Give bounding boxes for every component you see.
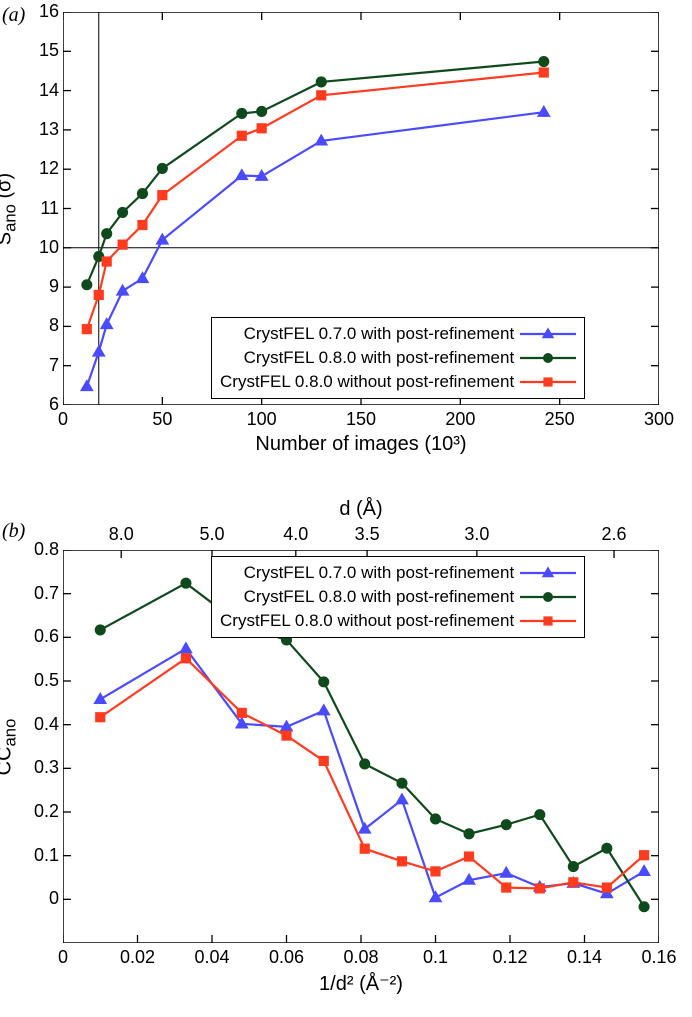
- x-tick-label: 250: [545, 409, 575, 430]
- xb-tick-label: 0.12: [488, 947, 532, 968]
- legend-label: CrystFEL 0.8.0 without post-refinement: [220, 372, 514, 392]
- y-tick-label: 13: [31, 119, 59, 140]
- legend-swatch: [520, 589, 576, 605]
- y-tick-label: 0.1: [23, 845, 59, 866]
- xb-tick-label: 0.02: [116, 947, 160, 968]
- x-tick-label: 150: [346, 409, 376, 430]
- xt-tick-label: 3.0: [459, 524, 495, 545]
- y-tick-label: 8: [31, 315, 59, 336]
- panel-b-ylabel: CCano: [0, 647, 21, 847]
- xt-tick-label: 4.0: [278, 524, 314, 545]
- legend-swatch: [520, 565, 576, 581]
- y-tick-label: 0: [23, 888, 59, 909]
- legend-row: CrystFEL 0.7.0 with post-refinement: [220, 561, 576, 585]
- panel-b-label: (b): [2, 520, 25, 543]
- xt-tick-label: 2.6: [596, 524, 632, 545]
- legend-swatch: [520, 350, 576, 366]
- y-tick-label: 6: [31, 394, 59, 415]
- legend-swatch: [520, 613, 576, 629]
- panel-b-bottom-xlabel: 1/d² (Å⁻²): [63, 971, 659, 996]
- x-tick-label: 200: [445, 409, 475, 430]
- legend-row: CrystFEL 0.8.0 without post-refinement: [220, 370, 576, 394]
- xb-tick-label: 0: [41, 947, 85, 968]
- y-tick-label: 0.8: [23, 539, 59, 560]
- panel-b-top-xlabel: d (Å): [63, 498, 659, 521]
- y-tick-label: 10: [31, 237, 59, 258]
- xt-tick-label: 3.5: [349, 524, 385, 545]
- y-tick-label: 12: [31, 158, 59, 179]
- y-tick-label: 0.3: [23, 757, 59, 778]
- x-tick-label: 300: [644, 409, 674, 430]
- y-tick-label: 0.2: [23, 801, 59, 822]
- legend-label: CrystFEL 0.7.0 with post-refinement: [244, 324, 515, 344]
- xb-tick-label: 0.14: [563, 947, 607, 968]
- legend-row: CrystFEL 0.7.0 with post-refinement: [220, 322, 576, 346]
- legend-label: CrystFEL 0.8.0 without post-refinement: [220, 611, 514, 631]
- panel-a-label: (a): [2, 4, 25, 27]
- y-tick-label: 16: [31, 1, 59, 22]
- y-tick-label: 0.6: [23, 626, 59, 647]
- x-tick-label: 100: [247, 409, 277, 430]
- xb-tick-label: 0.16: [637, 947, 681, 968]
- panel-a-ylabel: Sano (σ): [0, 109, 21, 309]
- legend-row: CrystFEL 0.8.0 with post-refinement: [220, 346, 576, 370]
- legend-swatch: [520, 326, 576, 342]
- xt-tick-label: 8.0: [103, 524, 139, 545]
- y-tick-label: 0.7: [23, 583, 59, 604]
- panel-a-xlabel: Number of images (10³): [63, 433, 659, 456]
- x-tick-label: 50: [147, 409, 177, 430]
- legend-row: CrystFEL 0.8.0 without post-refinement: [220, 609, 576, 633]
- legend-label: CrystFEL 0.8.0 with post-refinement: [244, 348, 515, 368]
- legend-row: CrystFEL 0.8.0 with post-refinement: [220, 585, 576, 609]
- xb-tick-label: 0.08: [339, 947, 383, 968]
- y-tick-label: 0.4: [23, 714, 59, 735]
- legend-label: CrystFEL 0.7.0 with post-refinement: [244, 563, 515, 583]
- xt-tick-label: 5.0: [194, 524, 230, 545]
- legend-label: CrystFEL 0.8.0 with post-refinement: [244, 587, 515, 607]
- legend-swatch: [520, 374, 576, 390]
- xb-tick-label: 0.06: [265, 947, 309, 968]
- y-tick-label: 15: [31, 40, 59, 61]
- xb-tick-label: 0.04: [190, 947, 234, 968]
- y-tick-label: 14: [31, 80, 59, 101]
- y-tick-label: 7: [31, 355, 59, 376]
- panel-a-legend: CrystFEL 0.7.0 with post-refinement Cryst…: [211, 317, 585, 399]
- xb-tick-label: 0.1: [414, 947, 458, 968]
- y-tick-label: 0.5: [23, 670, 59, 691]
- panel-b-legend: CrystFEL 0.7.0 with post-refinement Cryst…: [211, 556, 585, 638]
- y-tick-label: 11: [31, 198, 59, 219]
- y-tick-label: 9: [31, 276, 59, 297]
